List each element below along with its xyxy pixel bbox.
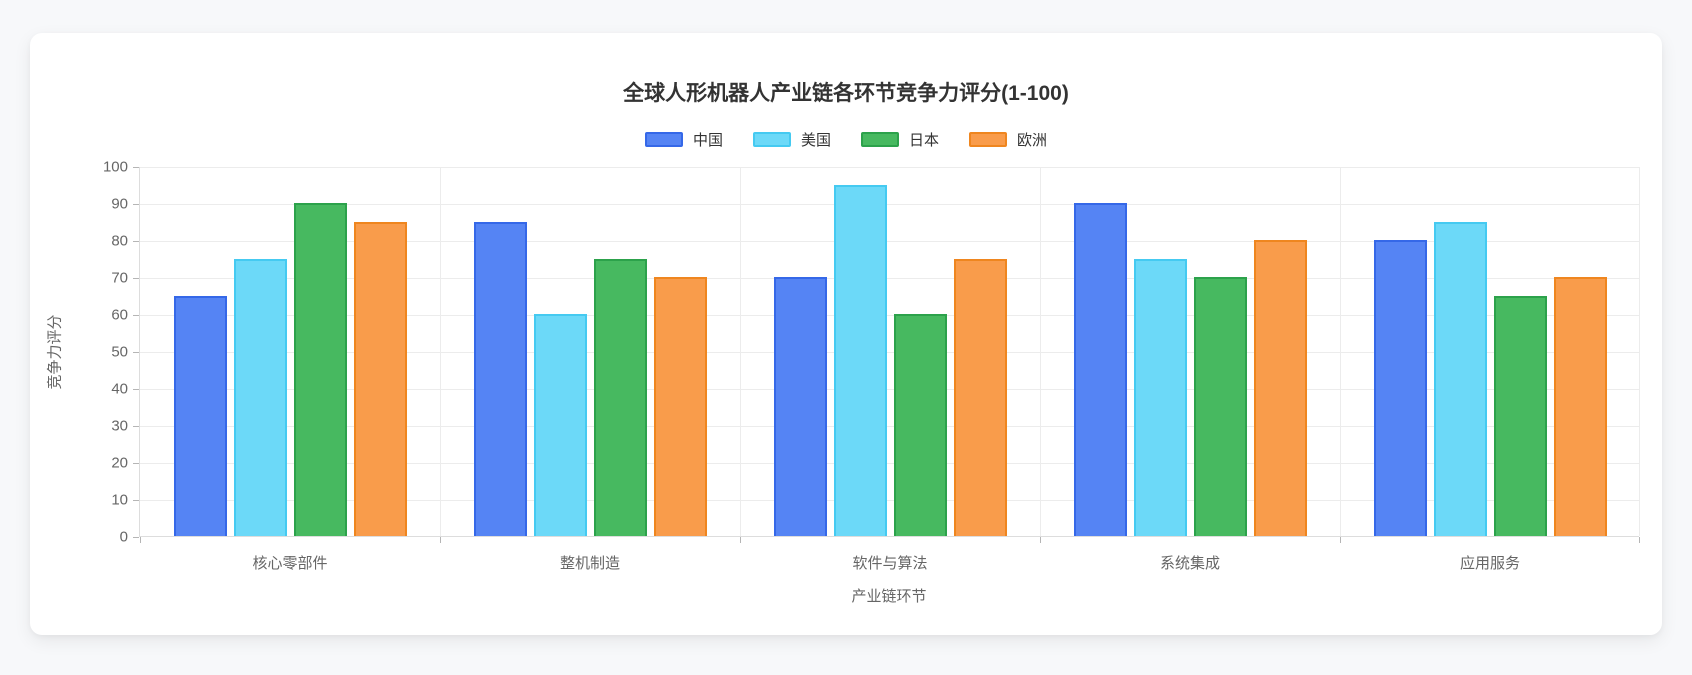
y-tick-label: 60 <box>111 306 128 324</box>
y-tick-label: 100 <box>102 158 128 176</box>
bar-group <box>1340 167 1640 536</box>
y-tick-mark <box>133 278 139 279</box>
y-gridline <box>140 315 1639 316</box>
legend-label: 日本 <box>909 132 940 149</box>
y-gridline <box>140 463 1639 464</box>
legend-swatch <box>752 132 791 147</box>
bar[interactable] <box>353 221 407 536</box>
category-label: 应用服务 <box>1459 555 1520 572</box>
x-gridline <box>440 167 441 536</box>
y-tick-label: 80 <box>111 232 128 250</box>
category-label: 系统集成 <box>1159 555 1220 572</box>
bar-group <box>440 167 740 536</box>
legend-item[interactable]: 美国 <box>752 129 831 150</box>
chart-card: 全球人形机器人产业链各环节竞争力评分(1-100) 中国 美国 日本 欧洲 竞争力评分… <box>30 33 1662 635</box>
y-gridline <box>140 204 1639 205</box>
x-gridline <box>740 167 741 536</box>
legend-label: 美国 <box>800 132 831 149</box>
y-tick-mark <box>133 352 139 353</box>
y-gridline <box>140 426 1639 427</box>
bar[interactable] <box>533 314 587 536</box>
category-label: 核心零部件 <box>252 555 328 572</box>
legend-item[interactable]: 日本 <box>861 129 939 150</box>
legend-swatch <box>861 132 899 147</box>
y-tick-mark <box>133 537 139 538</box>
chart-title: 全球人形机器人产业链各环节竞争力评分(1-100) <box>623 82 1069 105</box>
y-tick-mark <box>133 167 139 168</box>
y-gridline <box>140 167 1639 168</box>
legend-swatch <box>644 132 683 147</box>
category-label: 整机制造 <box>559 555 620 572</box>
legend-item[interactable]: 中国 <box>644 129 723 150</box>
y-gridline <box>140 278 1639 279</box>
bar[interactable] <box>1373 240 1427 536</box>
bar[interactable] <box>953 258 1007 536</box>
x-axis-title: 产业链环节 <box>851 588 927 605</box>
x-tick-mark <box>1639 537 1640 543</box>
y-gridline <box>140 500 1639 501</box>
y-tick-mark <box>133 426 139 427</box>
legend-swatch <box>969 132 1008 147</box>
y-tick-mark <box>133 315 139 316</box>
y-tick-mark <box>133 241 139 242</box>
bar[interactable] <box>1493 295 1547 536</box>
y-tick-label: 90 <box>111 195 128 213</box>
y-gridline <box>140 352 1639 353</box>
y-tick-label: 40 <box>111 380 128 398</box>
y-axis-title: 竞争力评分 <box>46 314 64 390</box>
bar[interactable] <box>1433 221 1487 536</box>
category-label: 软件与算法 <box>852 555 928 572</box>
bar[interactable] <box>293 203 347 536</box>
bar-group <box>140 167 440 536</box>
bar[interactable] <box>653 277 707 536</box>
bar[interactable] <box>893 314 947 536</box>
bar-group <box>1040 167 1340 536</box>
y-tick-mark <box>133 389 139 390</box>
bar[interactable] <box>833 184 887 536</box>
y-gridline <box>140 241 1639 242</box>
y-tick-label: 20 <box>111 454 128 472</box>
x-tick-mark <box>1340 537 1341 543</box>
y-tick-label: 30 <box>111 417 128 435</box>
x-tick-mark <box>1040 537 1041 543</box>
x-tick-mark <box>140 537 141 543</box>
y-tick-mark <box>133 500 139 501</box>
bar-group <box>740 167 1040 536</box>
bar[interactable] <box>1253 240 1307 536</box>
plot-area: 0 10 20 30 40 50 60 70 80 90 100 核心零部件 整机制造 软件与算法 系统集成… <box>103 159 1640 572</box>
y-tick-label: 10 <box>111 491 128 509</box>
y-gridline <box>140 389 1639 390</box>
legend-label: 中国 <box>692 132 723 149</box>
bar[interactable] <box>1193 277 1247 536</box>
x-tick-mark <box>440 537 441 543</box>
y-tick-mark <box>133 204 139 205</box>
legend-item[interactable]: 欧洲 <box>969 129 1047 150</box>
x-gridline <box>1639 167 1640 536</box>
y-tick-label: 50 <box>111 343 128 361</box>
x-tick-mark <box>740 537 741 543</box>
bar[interactable] <box>1553 277 1607 536</box>
bar[interactable] <box>1133 258 1187 536</box>
x-gridline <box>1340 167 1341 536</box>
y-tick-label: 70 <box>111 269 128 287</box>
x-gridline <box>1040 167 1041 536</box>
bar[interactable] <box>473 221 527 536</box>
bar[interactable] <box>173 295 227 536</box>
bar[interactable] <box>593 258 647 536</box>
legend-label: 欧洲 <box>1017 132 1048 149</box>
bar[interactable] <box>233 258 287 536</box>
y-tick-label: 0 <box>119 528 128 546</box>
legend: 中国 美国 日本 欧洲 <box>30 129 1662 150</box>
bar[interactable] <box>773 277 827 536</box>
y-tick-mark <box>133 463 139 464</box>
bar[interactable] <box>1073 203 1127 536</box>
